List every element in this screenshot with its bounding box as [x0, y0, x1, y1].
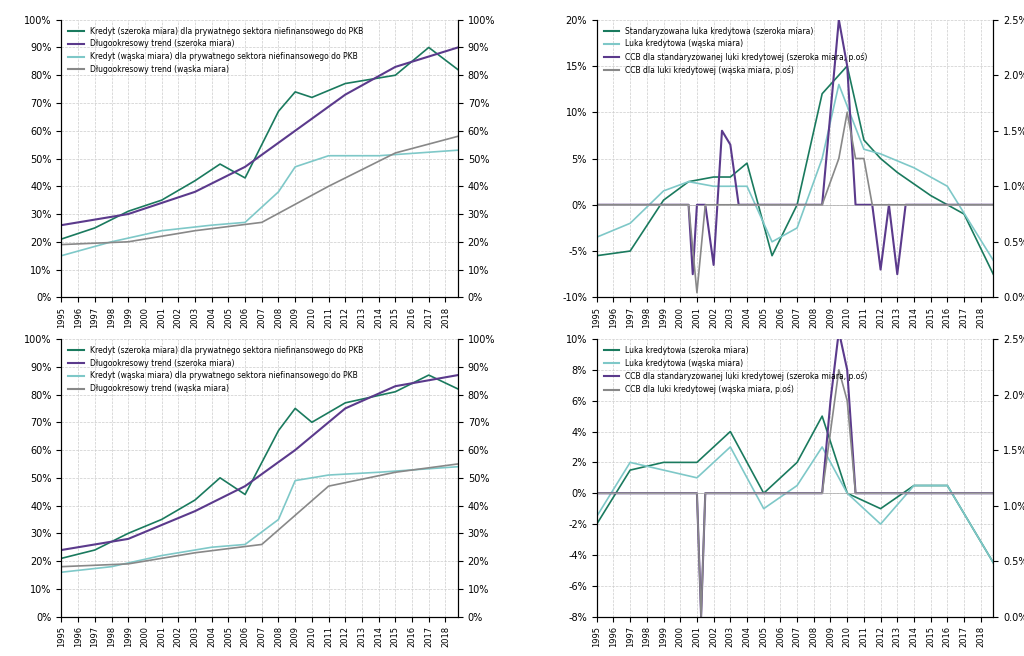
Kredyt (wąska miara) dla prywatnego sektora niefinansowego do PKB [268, 192, 281, 199]
Długookresowy trend (wąska miara) [256, 218, 268, 226]
Długookresowy trend (wąska miara) [452, 133, 464, 140]
Kredyt (szeroka miara) dla prywatnego sektora niefinansowego do PKB [226, 167, 239, 175]
Długookresowy trend (szeroka miara) [110, 212, 122, 220]
Długookresowy trend (wąska miara) [110, 238, 122, 246]
Legend: Luka kredytowa (szeroka miara), Luka kredytowa (wąska miara), CCB dla standaryzo: Luka kredytowa (szeroka miara), Luka kre… [600, 343, 870, 398]
Line: Długookresowy trend (szeroka miara): Długookresowy trend (szeroka miara) [61, 47, 458, 225]
Długookresowy trend (wąska miara) [168, 230, 180, 238]
Legend: Standaryzowana luka kredytowa (szeroka miara), Luka kredytowa (wąska miara), CCB: Standaryzowana luka kredytowa (szeroka m… [600, 24, 870, 78]
Kredyt (wąska miara) dla prywatnego sektora niefinansowego do PKB [110, 237, 122, 245]
Długookresowy trend (wąska miara) [55, 241, 68, 249]
Legend: Kredyt (szeroka miara) dla prywatnego sektora niefinansowego do PKB, Długookreso: Kredyt (szeroka miara) dla prywatnego se… [66, 343, 366, 396]
Długookresowy trend (szeroka miara) [268, 142, 281, 150]
Kredyt (szeroka miara) dla prywatnego sektora niefinansowego do PKB [419, 47, 431, 55]
Długookresowy trend (szeroka miara) [168, 195, 180, 203]
Kredyt (wąska miara) dla prywatnego sektora niefinansowego do PKB [168, 226, 180, 234]
Kredyt (szeroka miara) dla prywatnego sektora niefinansowego do PKB [423, 43, 435, 51]
Kredyt (szeroka miara) dla prywatnego sektora niefinansowego do PKB [168, 189, 180, 197]
Długookresowy trend (szeroka miara) [419, 54, 431, 62]
Długookresowy trend (wąska miara) [419, 141, 431, 149]
Kredyt (szeroka miara) dla prywatnego sektora niefinansowego do PKB [268, 115, 281, 123]
Line: Kredyt (wąska miara) dla prywatnego sektora niefinansowego do PKB: Kredyt (wąska miara) dla prywatnego sekt… [61, 150, 458, 256]
Kredyt (wąska miara) dla prywatnego sektora niefinansowego do PKB [55, 252, 68, 260]
Długookresowy trend (wąska miara) [268, 212, 281, 220]
Kredyt (wąska miara) dla prywatnego sektora niefinansowego do PKB [226, 220, 239, 228]
Kredyt (wąska miara) dla prywatnego sektora niefinansowego do PKB [256, 203, 268, 211]
Długookresowy trend (szeroka miara) [55, 221, 68, 229]
Długookresowy trend (wąska miara) [226, 222, 239, 230]
Długookresowy trend (szeroka miara) [226, 169, 239, 177]
Line: Długookresowy trend (wąska miara): Długookresowy trend (wąska miara) [61, 136, 458, 245]
Długookresowy trend (szeroka miara) [256, 151, 268, 159]
Kredyt (wąska miara) dla prywatnego sektora niefinansowego do PKB [452, 146, 464, 154]
Legend: Kredyt (szeroka miara) dla prywatnego sektora niefinansowego do PKB, Długookreso: Kredyt (szeroka miara) dla prywatnego se… [66, 24, 366, 77]
Długookresowy trend (szeroka miara) [452, 43, 464, 51]
Kredyt (szeroka miara) dla prywatnego sektora niefinansowego do PKB [452, 66, 464, 73]
Kredyt (szeroka miara) dla prywatnego sektora niefinansowego do PKB [256, 140, 268, 148]
Line: Kredyt (szeroka miara) dla prywatnego sektora niefinansowego do PKB: Kredyt (szeroka miara) dla prywatnego se… [61, 47, 458, 239]
Kredyt (szeroka miara) dla prywatnego sektora niefinansowego do PKB [55, 235, 68, 243]
Kredyt (wąska miara) dla prywatnego sektora niefinansowego do PKB [419, 148, 431, 156]
Kredyt (szeroka miara) dla prywatnego sektora niefinansowego do PKB [110, 214, 122, 222]
